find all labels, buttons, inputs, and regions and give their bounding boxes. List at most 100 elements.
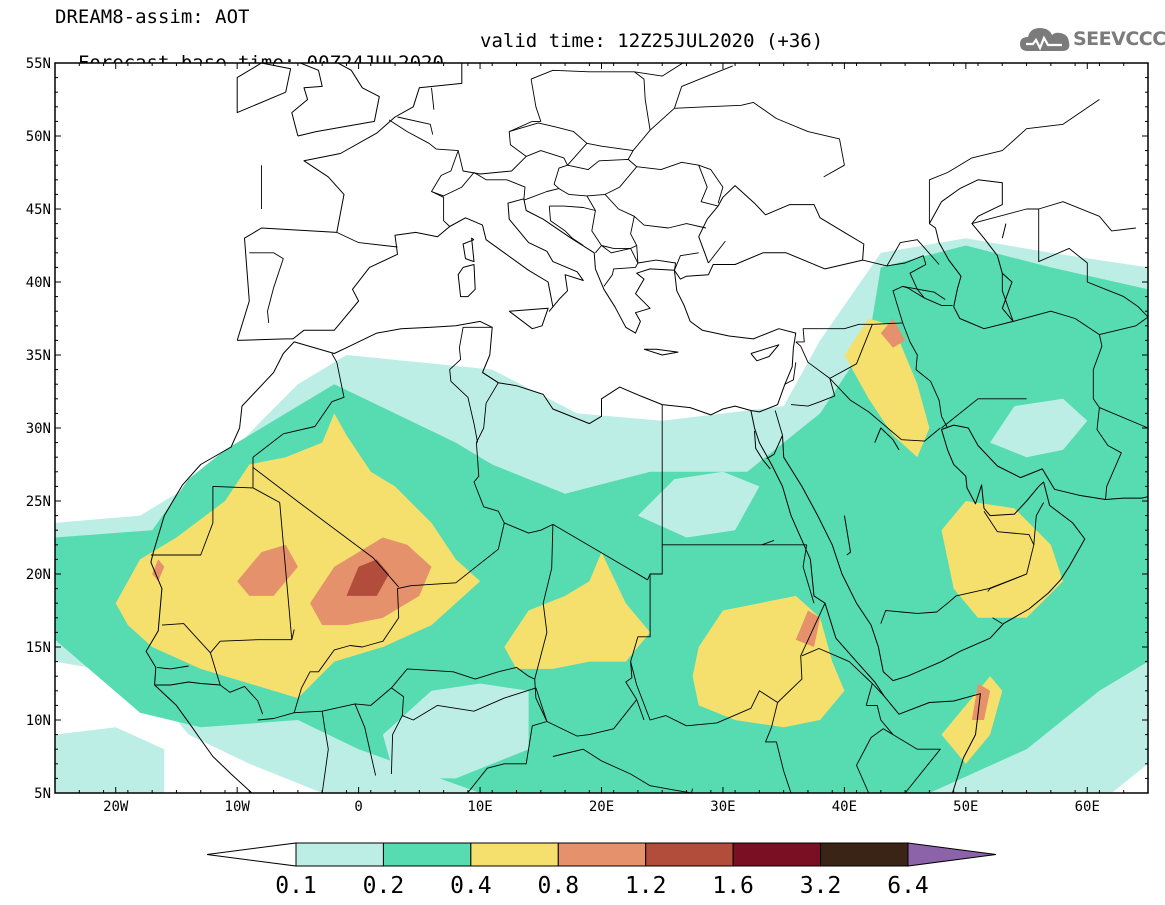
- aot-region-level-5: [346, 559, 389, 596]
- lat-label: 55N: [26, 56, 51, 72]
- country-border: [1099, 316, 1148, 336]
- country-border: [795, 324, 873, 379]
- colorbar-swatch: [732, 842, 822, 867]
- country-border: [941, 398, 1027, 429]
- country-border: [595, 245, 639, 287]
- country-border: [673, 252, 699, 271]
- country-border: [252, 353, 345, 468]
- country-border: [336, 231, 398, 248]
- country-border: [321, 711, 329, 793]
- coastline: [508, 307, 549, 330]
- cloud-icon: [1020, 28, 1070, 51]
- coastline: [750, 344, 780, 362]
- country-border: [880, 610, 902, 624]
- colorbar-label: 3.2: [800, 873, 842, 899]
- colorbar-label: 0.2: [363, 873, 405, 899]
- colorbar-swatch: [645, 842, 734, 867]
- coastline: [291, 63, 323, 137]
- country-border: [156, 665, 189, 670]
- country-border: [636, 245, 677, 271]
- lat-label: 15N: [26, 640, 51, 656]
- aot-region-level-3: [115, 413, 481, 699]
- colorbar-label: 1.6: [712, 873, 754, 899]
- country-border: [1033, 502, 1044, 545]
- country-border: [928, 99, 1100, 224]
- coastline: [236, 63, 292, 114]
- lon-label: 0: [354, 799, 362, 815]
- coastline: [928, 179, 1014, 330]
- lon-label: 20E: [589, 799, 614, 815]
- lon-label: 60E: [1075, 799, 1100, 815]
- country-border: [548, 206, 584, 246]
- coastline: [782, 424, 1148, 682]
- country-border: [673, 65, 733, 109]
- country-border: [708, 240, 726, 264]
- country-border: [473, 372, 505, 524]
- country-border: [790, 378, 836, 407]
- coastline: [643, 348, 679, 356]
- lat-label: 35N: [26, 348, 51, 364]
- country-border: [992, 617, 1003, 624]
- country-border: [649, 101, 845, 178]
- logo-text: SEEVCCC: [1073, 28, 1165, 50]
- country-border: [901, 510, 1035, 614]
- coastline: [145, 270, 797, 793]
- aot-region-level-4: [237, 544, 298, 596]
- country-border: [856, 728, 894, 793]
- country-border: [257, 522, 505, 721]
- lat-label: 25N: [26, 494, 51, 510]
- aot-region-level-4: [971, 683, 991, 720]
- country-border: [987, 573, 1027, 592]
- country-border: [549, 205, 596, 211]
- country-border: [777, 603, 826, 703]
- coastline: [843, 515, 851, 556]
- colorbar-label: 1.2: [625, 873, 667, 899]
- aot-region-level-4: [795, 610, 821, 647]
- coastline: [297, 63, 380, 137]
- aot-region-low: [382, 683, 529, 779]
- country-border: [161, 623, 292, 654]
- coastline: [874, 427, 900, 451]
- country-border: [530, 69, 651, 151]
- map-title: DREAM8-assim: AOT: [55, 6, 250, 28]
- country-border: [865, 683, 885, 706]
- country-border: [886, 239, 940, 267]
- country-border: [604, 194, 706, 229]
- country-border: [354, 703, 377, 776]
- colorbar-label: 0.8: [538, 873, 580, 899]
- country-border: [1013, 310, 1122, 500]
- country-border: [784, 362, 797, 385]
- country-border: [534, 524, 554, 680]
- country-border: [774, 410, 783, 436]
- aot-region-level-4: [880, 318, 906, 348]
- country-border: [391, 666, 529, 689]
- country-border: [924, 297, 953, 306]
- valid-time-text: valid time: 12Z25JUL2020 (+36): [480, 30, 824, 52]
- country-border: [586, 195, 638, 254]
- coastline: [457, 264, 476, 298]
- country-border: [795, 255, 927, 343]
- lat-label: 20N: [26, 567, 51, 583]
- aot-region-level-3: [844, 318, 930, 458]
- aot-region-level-3: [941, 501, 1063, 618]
- country-border: [154, 652, 221, 686]
- country-border: [219, 684, 264, 715]
- lat-label: 40N: [26, 275, 51, 291]
- country-border: [402, 687, 537, 721]
- lat-label: 10N: [26, 713, 51, 729]
- country-border: [252, 487, 295, 641]
- country-border: [971, 201, 1136, 232]
- country-border: [150, 467, 254, 556]
- country-border: [902, 285, 946, 300]
- country-border: [535, 687, 638, 737]
- colorbar-swatch: [557, 842, 647, 867]
- colorbar-label: 0.4: [450, 873, 492, 899]
- country-border: [586, 142, 634, 160]
- coastlines: [145, 63, 1148, 793]
- aot-region-level-4: [152, 559, 165, 582]
- country-border: [1038, 209, 1148, 318]
- country-border: [761, 539, 775, 546]
- country-border: [902, 322, 948, 429]
- aot-region-level-3: [504, 552, 651, 669]
